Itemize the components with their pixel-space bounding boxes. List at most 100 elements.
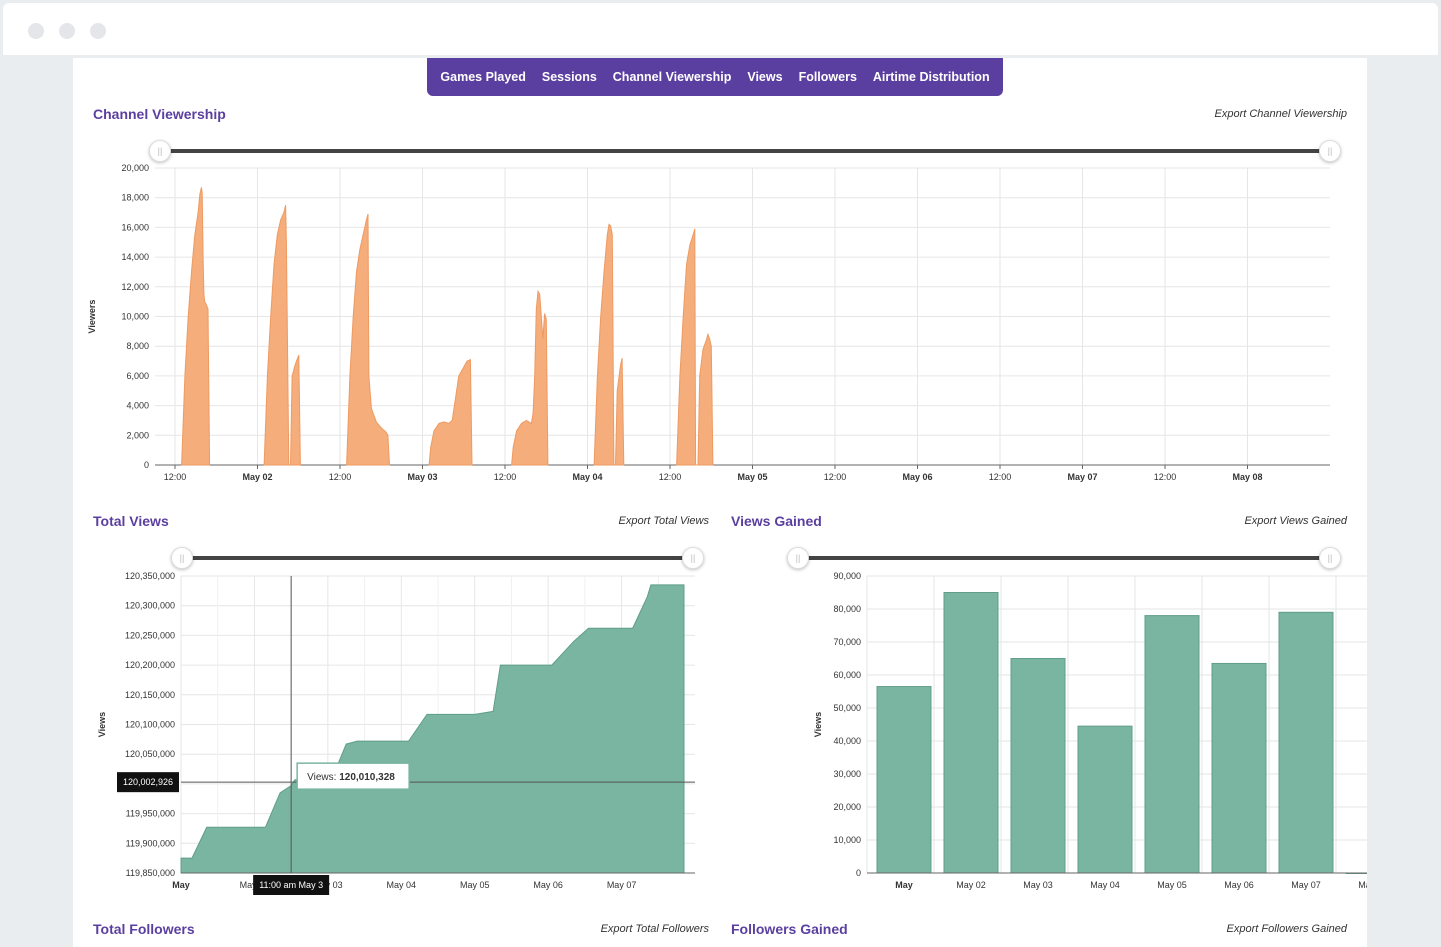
views-gained-bar (943, 592, 999, 874)
x-tick-label: May (895, 880, 913, 890)
y-tick-label: 120,350,000 (125, 571, 175, 581)
y-tick-label: 70,000 (833, 637, 861, 647)
y-tick-label: 2,000 (126, 430, 149, 440)
views-gained-bar (1010, 658, 1066, 874)
nav-channel-viewership[interactable]: Channel Viewership (612, 70, 732, 84)
y-tick-label: 119,850,000 (126, 868, 175, 878)
viewers-area-session-2 (263, 204, 301, 466)
followers-gained-title: Followers Gained (731, 921, 848, 937)
window-maximize-dot[interactable] (90, 23, 106, 39)
tooltip-label: Views: (307, 772, 339, 783)
x-tick-label: May 04 (572, 472, 602, 482)
channel-viewership-chart: 0 2,000 4,000 6,000 8,000 10,000 12,000 14,000 1… (87, 163, 1330, 482)
y-axis-label: Views (97, 712, 107, 737)
nav-games-played[interactable]: Games Played (440, 70, 526, 84)
y-tick-label: 14,000 (121, 252, 149, 262)
y-tick-label: 120,050,000 (125, 749, 175, 759)
export-total-views-link[interactable]: Export Total Views (618, 515, 710, 527)
x-tick-label: May (172, 880, 190, 890)
views-gained-chart: 0 10,000 20,000 30,000 40,000 50,000 60,000 70,… (813, 571, 1367, 890)
tooltip-value: 120,010,328 (339, 772, 395, 783)
y-tick-label: 120,250,000 (125, 630, 175, 640)
x-tick-label: 12:00 (164, 472, 187, 482)
nav-sessions[interactable]: Sessions (541, 70, 597, 84)
viewers-area-session-4 (428, 358, 473, 466)
y-tick-label: 20,000 (121, 163, 149, 173)
x-tick-label: May 04 (387, 880, 417, 890)
total-views-slider-left-handle[interactable]: || (171, 547, 193, 569)
total-views-range-slider[interactable] (183, 556, 693, 560)
x-tick-label: 12:00 (494, 472, 517, 482)
x-tick-label: May 05 (460, 880, 490, 890)
x-tick-label: May 06 (1224, 880, 1254, 890)
total-views-area (180, 584, 685, 874)
y-tick-label: 10,000 (121, 312, 149, 322)
x-tick-label: May 06 (533, 880, 563, 890)
window-close-dot[interactable] (28, 23, 44, 39)
y-tick-label: 16,000 (121, 222, 149, 232)
views-gained-bar (1077, 725, 1133, 874)
views-gained-bar (876, 686, 932, 874)
total-views-chart: 119,850,000119,900,000119,950,000120,000… (97, 571, 695, 895)
channel-viewership-title: Channel Viewership (93, 106, 226, 122)
export-followers-gained-link[interactable]: Export Followers Gained (1226, 923, 1347, 935)
tooltip-text: Views: 120,010,328 (307, 772, 395, 783)
grip-icon: || (179, 553, 185, 563)
viewership-range-slider[interactable] (160, 149, 1330, 153)
crosshair-y-label-box (117, 772, 179, 793)
y-tick-label: 80,000 (833, 604, 861, 614)
total-views-slider-right-handle[interactable]: || (682, 547, 704, 569)
y-tick-label: 40,000 (833, 736, 861, 746)
grip-icon: || (1327, 146, 1333, 156)
x-tick-label: May 05 (1157, 880, 1187, 890)
y-tick-label: 120,300,000 (125, 601, 175, 611)
views-gained-slider-left-handle[interactable]: || (787, 547, 809, 569)
viewers-area-session-1 (181, 187, 211, 466)
window-minimize-dot[interactable] (59, 23, 75, 39)
viewership-slider-left-handle[interactable]: || (149, 140, 171, 162)
y-axis-label: Views (813, 712, 823, 737)
export-channel-viewership-link[interactable]: Export Channel Viewership (1214, 108, 1347, 120)
y-tick-label: 10,000 (833, 835, 861, 845)
total-views-title: Total Views (93, 513, 169, 529)
export-views-gained-link[interactable]: Export Views Gained (1244, 515, 1347, 527)
viewers-area-session-7 (676, 228, 714, 466)
y-tick-label: 120,200,000 (125, 660, 175, 670)
stats-page: Games Played Sessions Channel Viewership… (73, 58, 1367, 947)
tooltip-box (296, 762, 410, 790)
y-tick-label: 60,000 (833, 670, 861, 680)
y-tick-label: 90,000 (833, 571, 861, 581)
y-axis-label: Viewers (87, 300, 97, 334)
export-total-followers-link[interactable]: Export Total Followers (600, 923, 709, 935)
y-tick-label: 0 (856, 868, 861, 878)
x-tick-label: 12:00 (329, 472, 352, 482)
total-followers-title: Total Followers (93, 921, 195, 937)
browser-window-bar (3, 3, 1438, 55)
crosshair-x-label-box (253, 875, 330, 895)
y-tick-label: 120,150,000 (125, 690, 175, 700)
grip-icon: || (1327, 553, 1333, 563)
x-tick-label: May 07 (1067, 472, 1097, 482)
nav-airtime-distribution[interactable]: Airtime Distribution (872, 70, 990, 84)
x-tick-label: May 07 (607, 880, 637, 890)
views-gained-slider-right-handle[interactable]: || (1319, 547, 1341, 569)
y-tick-label: 12,000 (121, 282, 149, 292)
x-tick-label: 12:00 (1154, 472, 1177, 482)
viewers-area-session-5 (511, 289, 549, 466)
grip-icon: || (795, 553, 801, 563)
y-tick-label: 30,000 (833, 769, 861, 779)
x-tick-label: 12:00 (659, 472, 682, 482)
views-gained-range-slider[interactable] (798, 556, 1330, 560)
nav-followers[interactable]: Followers (798, 70, 857, 84)
grip-icon: || (157, 146, 163, 156)
crosshair-y-label: 120,002,926 (123, 777, 173, 787)
viewership-slider-right-handle[interactable]: || (1319, 140, 1341, 162)
viewers-area-session-6 (593, 223, 625, 466)
nav-views[interactable]: Views (747, 70, 783, 84)
x-tick-label: 12:00 (989, 472, 1012, 482)
y-tick-label: 119,900,000 (126, 838, 175, 848)
y-tick-label: 4,000 (126, 401, 149, 411)
grip-icon: || (690, 553, 696, 563)
x-tick-label: May 06 (902, 472, 932, 482)
views-gained-title: Views Gained (731, 513, 822, 529)
